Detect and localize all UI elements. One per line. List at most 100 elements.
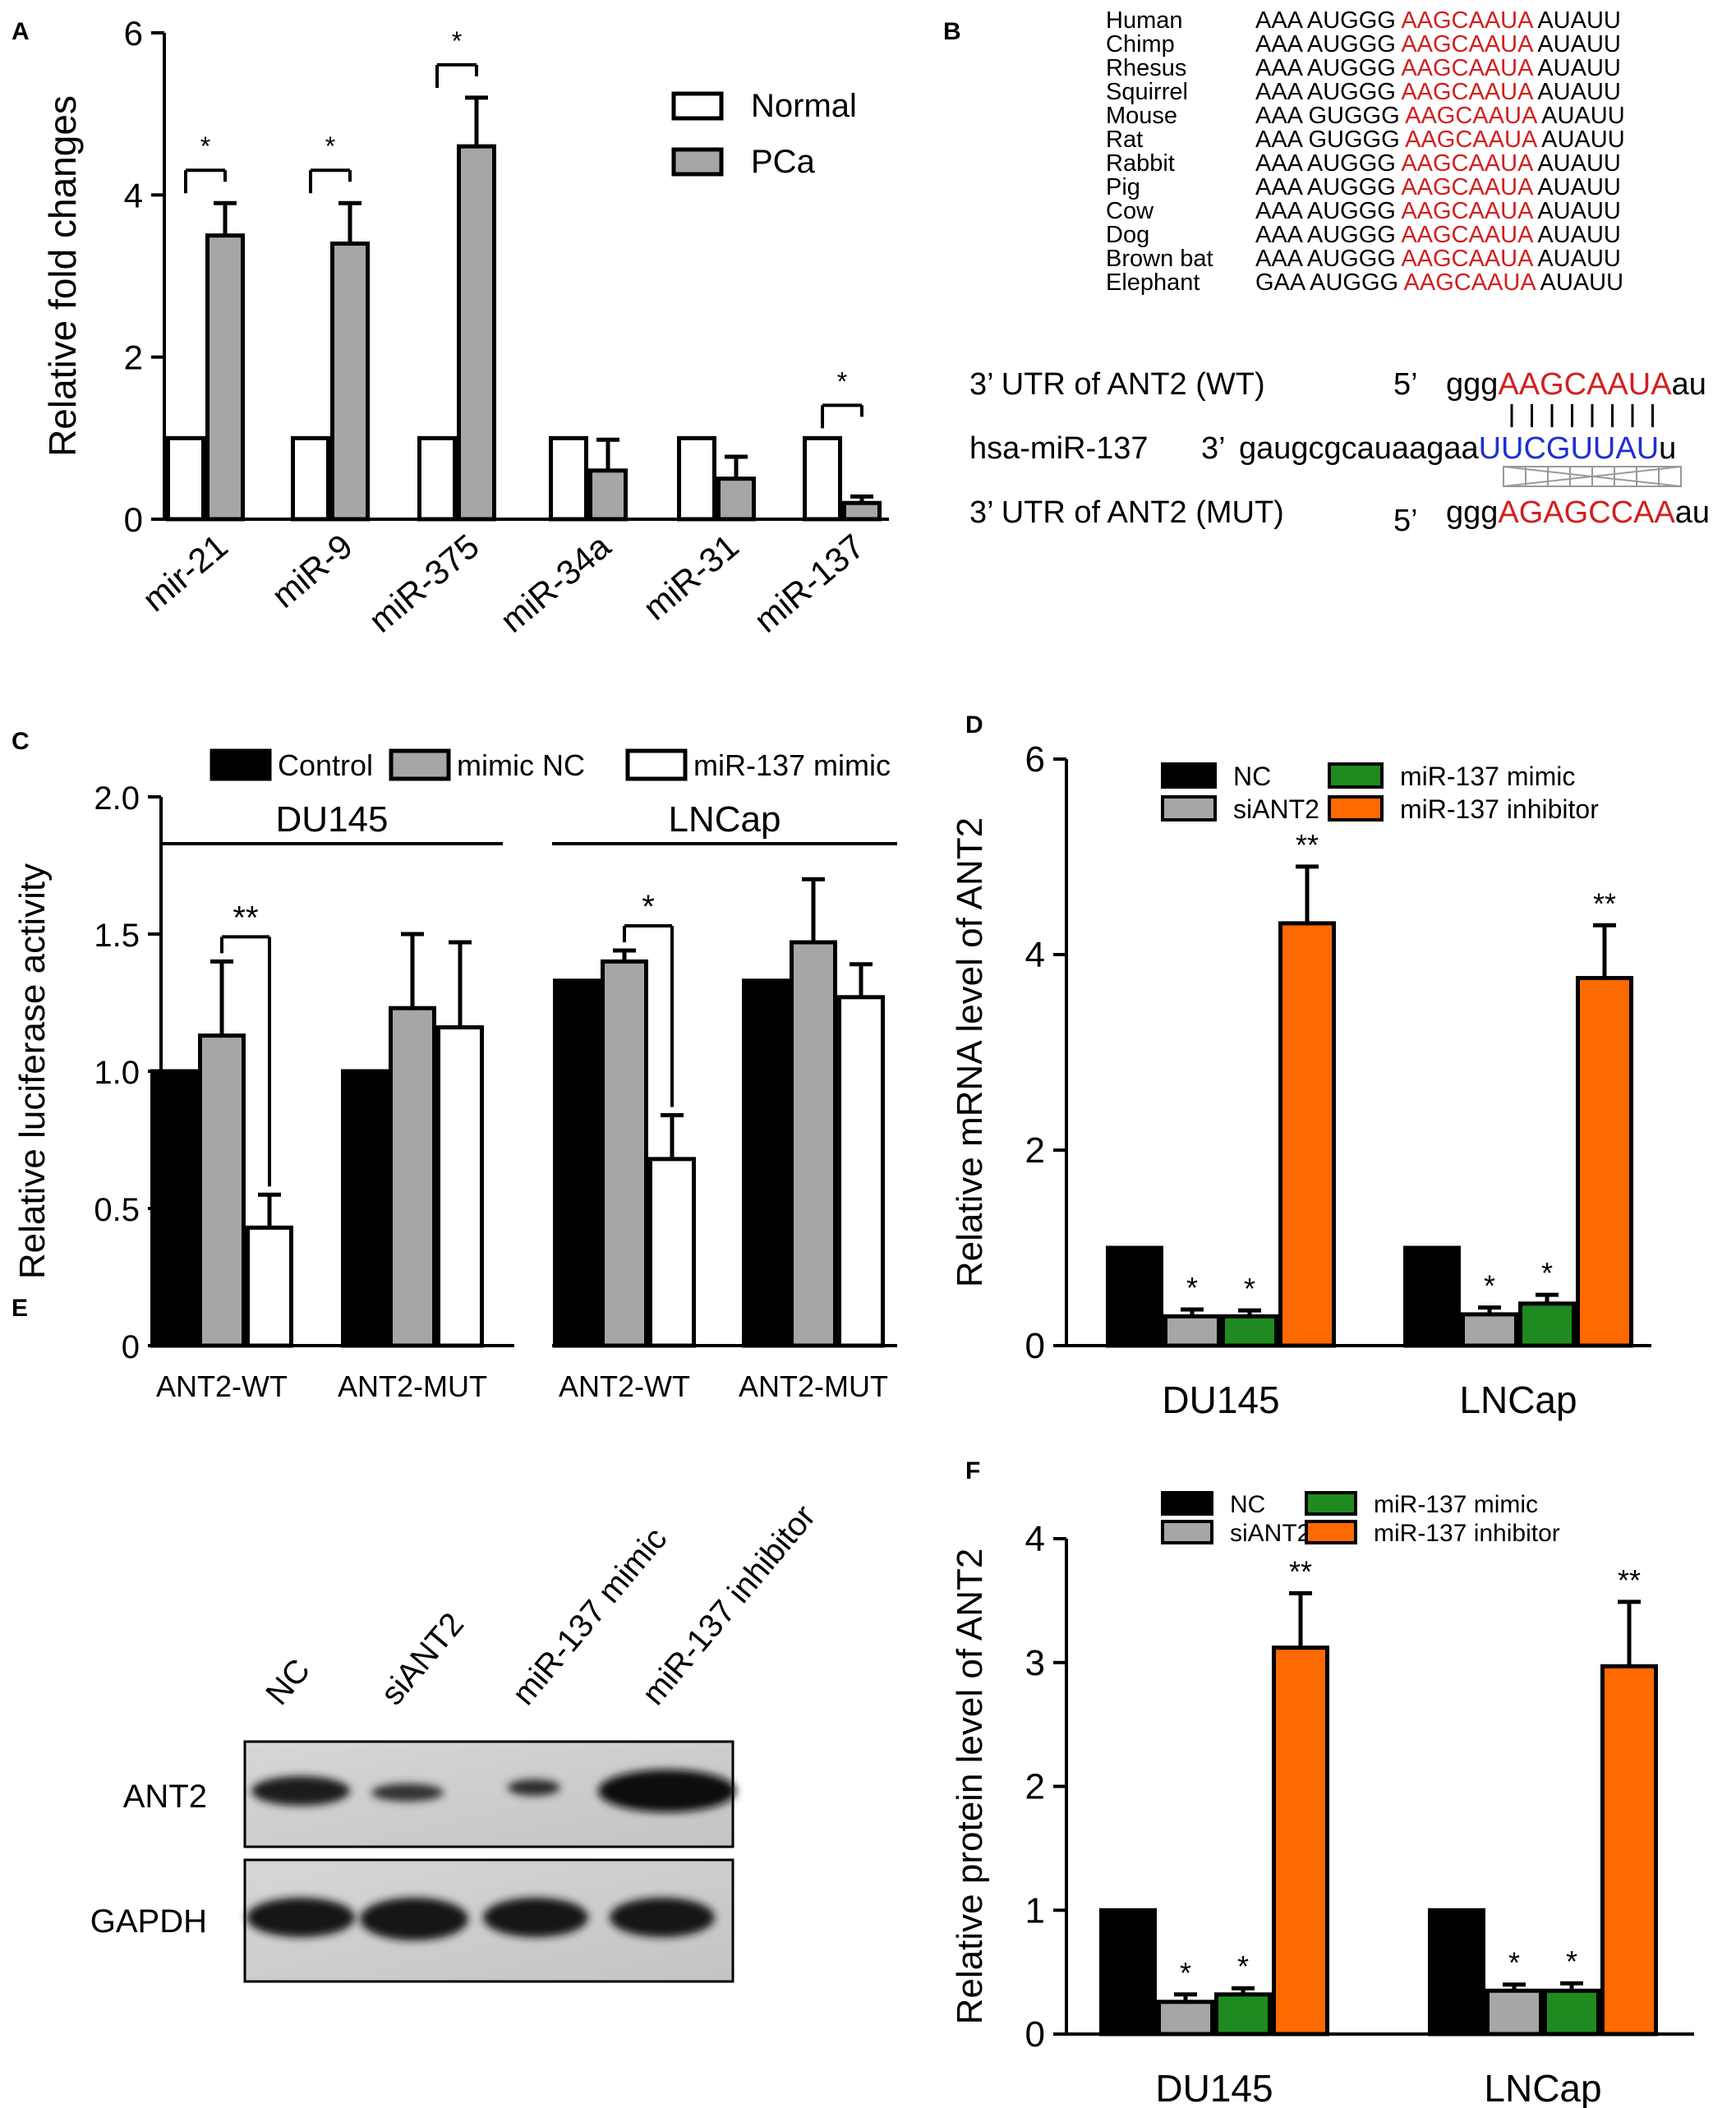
wt-utr-sequence: gggAAGCAAUAau <box>1446 367 1706 402</box>
y-tick-label: 0 <box>124 500 143 539</box>
bar-control <box>150 1069 198 1348</box>
x-tick-label: ANT2-MUT <box>338 1369 487 1403</box>
panel-label-b: B <box>943 18 961 45</box>
y-tick-label: 2.0 <box>94 780 140 817</box>
sequence-flank: AAA AUGGG <box>1255 198 1401 224</box>
y-axis-label: Relative protein level of ANT2 <box>950 1549 990 2025</box>
legend: Normal PCa <box>671 88 857 180</box>
sequence-flank: GAA AUGGG <box>1255 269 1404 296</box>
bar-pca <box>330 242 370 522</box>
sequence-seed: AAGCAAUA <box>1401 7 1534 34</box>
species-label: Mouse <box>1106 103 1177 129</box>
species-sequence: AAA AUGGG AAGCAAUA AUAUU <box>1255 7 1621 34</box>
y-tick-label: 2 <box>124 338 143 377</box>
x-tick-label: miR-34a <box>493 526 618 639</box>
sequence-flank: AUAUU <box>1532 55 1621 81</box>
significance-label: * <box>1186 1271 1198 1305</box>
sequence-flank: AAA GUGGG <box>1255 103 1405 129</box>
legend-label: miR-137 mimic <box>1374 1491 1538 1518</box>
legend-swatch <box>1161 1520 1213 1544</box>
y-tick-label: 3 <box>1025 1643 1045 1683</box>
significance-label: * <box>642 889 655 925</box>
species-sequence: AAA GUGGG AAGCAAUA AUAUU <box>1255 127 1625 153</box>
y-tick-label: 1 <box>1025 1890 1045 1931</box>
bar-normal <box>549 435 588 522</box>
sequence-flank: AUAUU <box>1532 150 1621 177</box>
significance-label: * <box>1541 1256 1553 1290</box>
sequence-flank: ggg <box>1446 495 1498 530</box>
y-tick-label: 2 <box>1025 1767 1045 1807</box>
sequence-seed: AAGCAAUA <box>1401 198 1534 224</box>
mirna-sequence: gaugcgcauaagaaUUCGUUAUu <box>1239 431 1676 466</box>
sequence-alignment: Human AAA AUGGG AAGCAAUA AUAUU Chimp AAA AU… <box>1106 7 1625 296</box>
mut-utr-sequence: gggAGAGCCAAau <box>1446 495 1710 530</box>
x-tick-label: ANT2-MUT <box>739 1369 888 1403</box>
sequence-seed: AAGCAAUA <box>1401 55 1534 81</box>
bar-pca <box>457 144 496 522</box>
legend-swatch <box>389 748 451 781</box>
sequence-flank: AUAUU <box>1536 103 1625 129</box>
bar-siant2 <box>1157 2000 1214 2037</box>
sequence-flank: AUAUU <box>1532 222 1621 248</box>
sequence-flank: AAA AUGGG <box>1255 55 1401 81</box>
species-label: Chimp <box>1106 31 1175 58</box>
sequence-seed: AAGCAAUA <box>1405 103 1538 129</box>
sequence-seed: UUCGUUAU <box>1479 431 1660 466</box>
significance-label: * <box>200 131 210 161</box>
bar-mir-137-inhibitor <box>1600 1664 1658 2037</box>
ant2-band <box>251 1776 350 1806</box>
species-label: Pig <box>1106 174 1140 200</box>
bar-nc <box>1403 1245 1461 1348</box>
sequence-flank: AAA AUGGG <box>1255 222 1401 248</box>
species-label: Elephant <box>1106 269 1200 296</box>
significance-label: * <box>325 131 335 161</box>
bar-mir-137-mimic <box>246 1225 293 1348</box>
y-axis-label: Relative luciferase activity <box>12 863 53 1279</box>
x-tick-label: ANT2-WT <box>559 1369 690 1403</box>
panel-label-a: A <box>12 18 30 45</box>
sequence-seed: AAGCAAUA <box>1498 367 1672 402</box>
three-prime-label: 3’ <box>1201 431 1226 466</box>
sequence-flank: au <box>1672 367 1706 402</box>
sequence-seed: AAGCAAUA <box>1401 79 1534 105</box>
panel-letters: A B C D E F <box>12 18 983 1484</box>
sequence-flank: AUAUU <box>1532 79 1621 105</box>
species-label: Rabbit <box>1106 150 1175 177</box>
significance-label: ** <box>1289 1554 1312 1588</box>
bar-mir-137-inhibitor <box>1576 976 1633 1348</box>
binding-site: 3’ UTR of ANT2 (WT) 5’ gggAAGCAAUAauhsa-mi… <box>969 367 1710 538</box>
gapdh-band <box>246 1898 355 1937</box>
bar-mir-137-mimic <box>1221 1314 1278 1348</box>
sequence-flank: AAA AUGGG <box>1255 150 1401 177</box>
mut-utr-label: 3’ UTR of ANT2 (MUT) <box>969 495 1284 530</box>
legend: Control mimic NC miR-137 mimic <box>210 748 891 782</box>
sequence-seed: AAGCAAUA <box>1404 269 1537 296</box>
legend-swatch <box>1161 762 1217 789</box>
bar-normal <box>417 435 457 522</box>
legend-swatch <box>210 748 272 781</box>
significance-label: ** <box>1618 1563 1641 1597</box>
bar-siant2 <box>1461 1312 1518 1348</box>
y-tick-label: 2 <box>1025 1130 1045 1171</box>
gapdh-band <box>360 1898 468 1940</box>
species-sequence: AAA AUGGG AAGCAAUA AUAUU <box>1255 79 1621 105</box>
x-tick-label: miR-31 <box>636 527 746 628</box>
gapdh-band <box>610 1898 715 1937</box>
x-tick-label: miR-137 <box>747 527 872 640</box>
sequence-flank: gaugcgcauaagaa <box>1239 431 1479 466</box>
x-tick-label: DU145 <box>1155 2067 1273 2108</box>
species-sequence: AAA GUGGG AAGCAAUA AUAUU <box>1255 103 1625 129</box>
bar-control <box>553 978 601 1348</box>
significance-label: * <box>1566 1945 1577 1978</box>
legend-label: miR-137 mimic <box>693 748 891 782</box>
legend-swatch <box>671 91 724 121</box>
bar-control <box>742 978 790 1348</box>
legend-label: NC <box>1233 762 1271 791</box>
bar-normal <box>803 435 842 522</box>
gapdh-band <box>483 1898 588 1937</box>
x-tick-label: miR-375 <box>361 527 486 640</box>
